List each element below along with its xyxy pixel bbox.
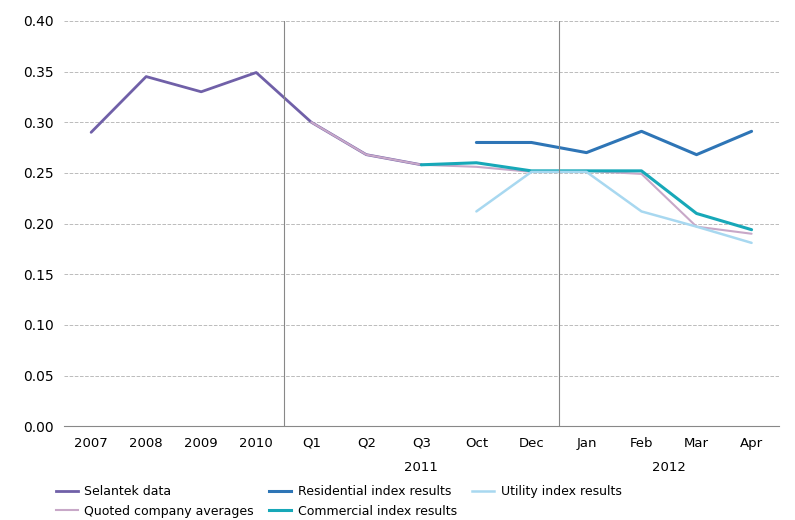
Text: 2012: 2012 [652,461,686,474]
Legend: Selantek data, Quoted company averages, Residential index results, Commercial in: Selantek data, Quoted company averages, … [56,485,622,517]
Text: 2011: 2011 [405,461,438,474]
